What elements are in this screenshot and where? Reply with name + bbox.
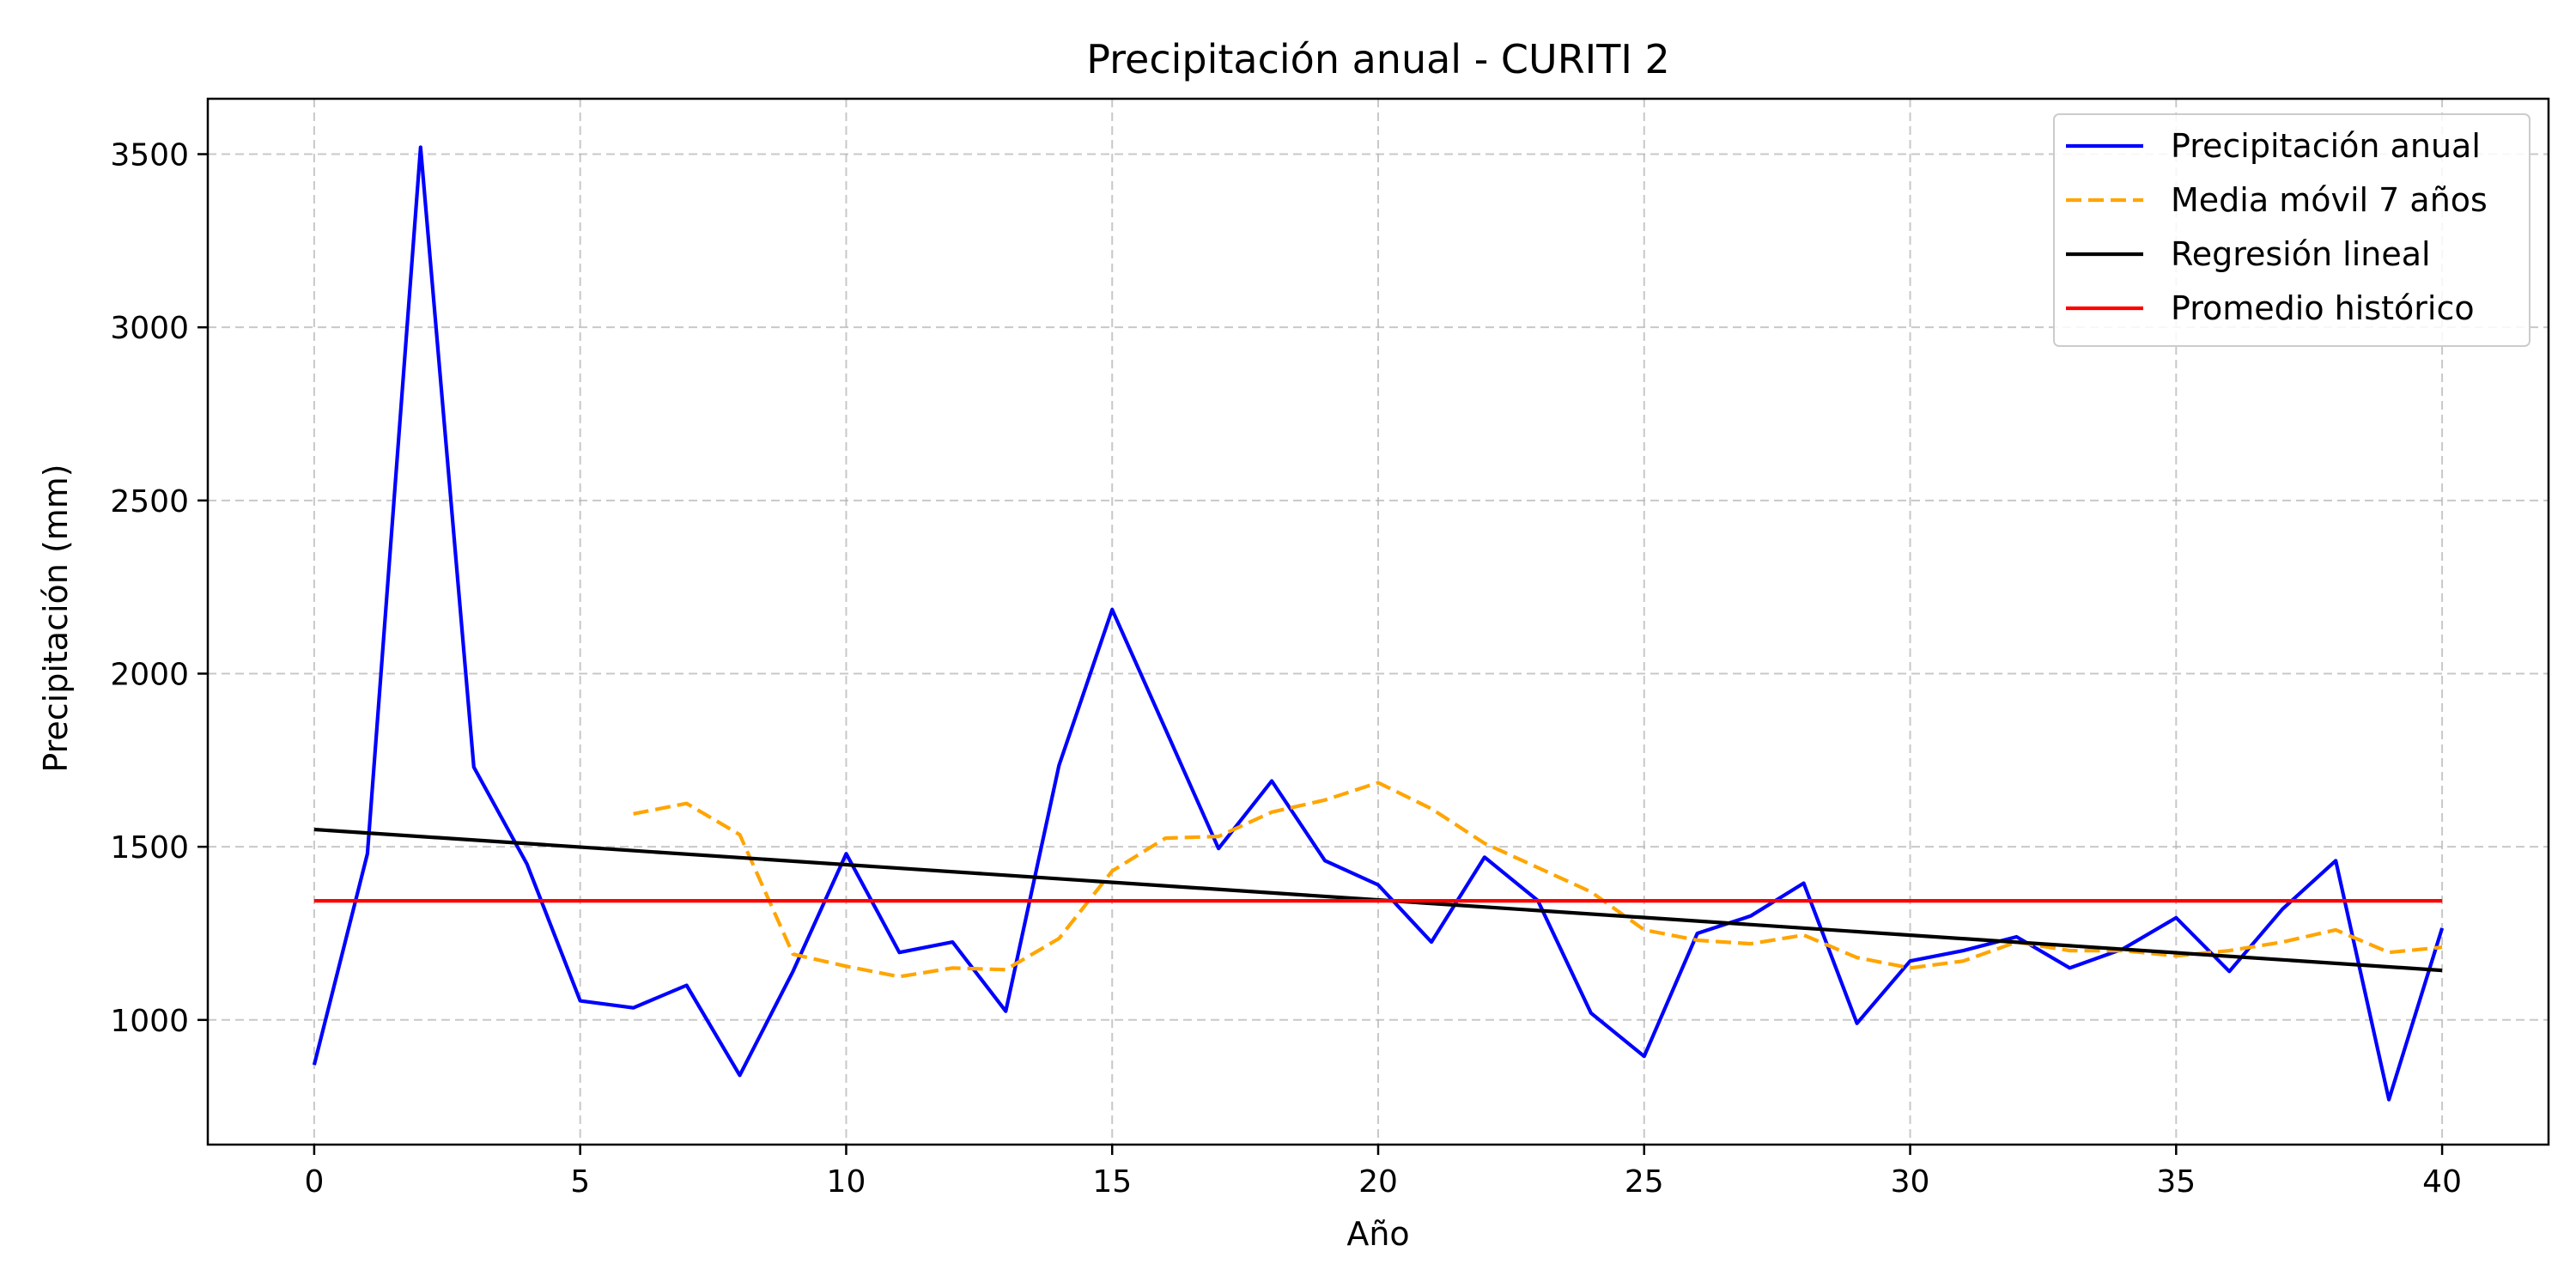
series-precipitacion-anual — [312, 145, 2445, 1102]
x-tick-label: 35 — [2156, 1164, 2196, 1200]
series-layer — [312, 145, 2445, 1102]
axis-ticks: 0 5 10 15 20 25 30 35 40 1000 1500 2000 2500 3000 3500 — [110, 138, 2462, 1200]
x-tick-label: 25 — [1625, 1164, 1664, 1200]
series-media-movil — [633, 781, 2443, 979]
x-tick-label: 20 — [1358, 1164, 1398, 1200]
y-tick-label: 1500 — [110, 830, 189, 866]
y-tick-label: 2000 — [110, 657, 189, 692]
legend: Precipitación anual Media móvil 7 años Reg… — [2053, 113, 2530, 347]
legend-regresion-lineal-label: Regresión lineal — [2171, 235, 2431, 273]
y-tick-label: 3000 — [110, 311, 189, 346]
x-tick-label: 5 — [570, 1164, 590, 1200]
y-axis-label: Precipitación (mm) — [37, 464, 75, 772]
y-tick-label: 3500 — [110, 138, 189, 173]
legend-precipitacion-anual-label: Precipitación anual — [2171, 127, 2481, 165]
chart-title: Precipitación anual - CURITI 2 — [1086, 36, 1670, 82]
x-tick-label: 40 — [2422, 1164, 2462, 1200]
y-tick-label: 1000 — [110, 1004, 189, 1039]
legend-promedio-historico-label: Promedio histórico — [2171, 289, 2475, 327]
legend-box — [2053, 113, 2530, 347]
x-axis-label: Año — [1346, 1215, 1409, 1253]
x-tick-label: 0 — [304, 1164, 324, 1200]
legend-media-movil-label: Media móvil 7 años — [2171, 181, 2488, 219]
x-tick-label: 10 — [827, 1164, 866, 1200]
x-tick-label: 30 — [1891, 1164, 1930, 1200]
y-tick-label: 2500 — [110, 484, 189, 519]
x-tick-label: 15 — [1092, 1164, 1132, 1200]
